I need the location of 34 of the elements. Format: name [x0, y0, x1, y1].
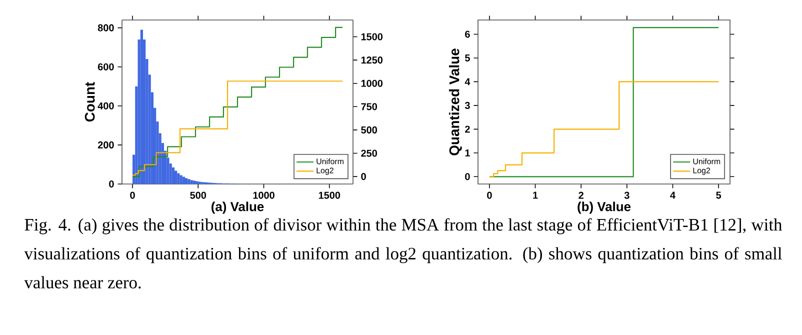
y-tick-label: 4 [464, 78, 470, 86]
y-axis-title: Quantized Value [448, 48, 462, 156]
x-tick-label: 0 [487, 192, 492, 199]
y2-tick-label: 1500 [361, 33, 383, 40]
x-tick-label: 1000 [253, 192, 274, 199]
y2-tick-label: 0 [361, 173, 366, 180]
y-tick-label: 5 [465, 54, 470, 62]
y2-tick-label: 1250 [361, 56, 383, 64]
y2-tick-label: 1000 [361, 80, 383, 87]
y-tick-label: 800 [98, 24, 114, 32]
x-tick-label: 1500 [318, 192, 340, 199]
y2-tick-label: 500 [361, 126, 377, 134]
x-tick-label: 1 [533, 192, 538, 199]
x-tick-label: 5 [716, 192, 722, 199]
y-tick-label: 0 [465, 173, 470, 180]
y-tick-label: 2 [465, 126, 470, 133]
y-axis-title: Count [84, 82, 95, 122]
y-tick-label: 600 [98, 63, 114, 70]
caption: Fig. 4. (a) gives the distribution of divisor within the MSA from the last stage of EfficientViT-B1 [12], with visualizations of quantization bins of uniform and log2 quantization. (b) shows quantization bins of small values near zero. [24, 218, 782, 289]
x-axis-title: (b) Value [578, 202, 631, 214]
y2-tick-label: 750 [361, 103, 377, 110]
y-tick-label: 400 [98, 102, 114, 110]
y-tick-label: 1 [465, 149, 470, 156]
x-tick-label: 500 [190, 192, 206, 199]
x-tick-label: 4 [670, 192, 676, 199]
y-tick-label: 200 [98, 141, 114, 148]
y2-tick-label: 250 [361, 150, 377, 157]
x-axis-title: (a) Value [212, 202, 264, 214]
x-tick-label: 0 [130, 192, 135, 199]
y-tick-label: 3 [464, 102, 470, 109]
x-tick-label: 2 [578, 192, 584, 199]
y-tick-label: 6 [465, 30, 470, 38]
y-tick-label: 0 [109, 180, 114, 188]
x-tick-label: 3 [624, 192, 630, 199]
